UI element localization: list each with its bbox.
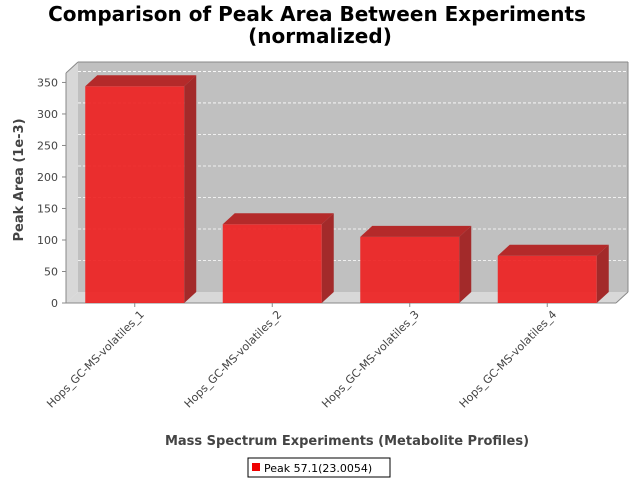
x-tick-label: Hops_GC-MS-volatiles_1 bbox=[44, 308, 147, 411]
x-tick-label: Hops_GC-MS-volatiles_2 bbox=[182, 308, 285, 411]
bar-side bbox=[596, 244, 609, 303]
bar-front bbox=[360, 236, 460, 303]
y-tick-label: 150 bbox=[37, 202, 58, 215]
bar-side bbox=[459, 225, 472, 303]
x-axis-label: Mass Spectrum Experiments (Metabolite Pr… bbox=[165, 434, 529, 449]
y-tick-label: 0 bbox=[51, 297, 58, 310]
y-tick-label: 100 bbox=[37, 234, 58, 247]
plot-floor bbox=[66, 292, 628, 303]
bar-top bbox=[85, 75, 197, 87]
y-tick-label: 350 bbox=[37, 76, 58, 89]
bar-front bbox=[222, 224, 322, 303]
bar-top bbox=[360, 225, 472, 237]
x-tick-label: Hops_GC-MS-volatiles_3 bbox=[319, 308, 422, 411]
bar bbox=[360, 225, 472, 303]
x-tick-label: Hops_GC-MS-volatiles_4 bbox=[457, 308, 560, 411]
bar-top bbox=[497, 244, 609, 256]
legend-entry-label: Peak 57.1(23.0054) bbox=[264, 462, 372, 475]
bar bbox=[222, 213, 334, 303]
y-tick-label: 250 bbox=[37, 139, 58, 152]
legend-swatch bbox=[252, 463, 260, 471]
bar-side bbox=[184, 75, 197, 303]
y-axis-label: Peak Area (1e-3) bbox=[12, 118, 27, 241]
legend-box bbox=[247, 457, 391, 478]
plot-left-wall bbox=[66, 62, 78, 303]
bar-top bbox=[222, 213, 334, 225]
plot-back-wall bbox=[78, 62, 628, 292]
bar bbox=[85, 75, 197, 303]
y-tick-label: 300 bbox=[37, 108, 58, 121]
y-axis: 0 50 100 150 200 250 300 350 bbox=[37, 73, 67, 310]
bar-front bbox=[85, 86, 185, 303]
bar-side bbox=[321, 213, 334, 303]
bar bbox=[497, 244, 609, 303]
y-tick-label: 50 bbox=[44, 265, 58, 278]
chart-subtitle: (normalized) bbox=[248, 24, 392, 48]
legend: Peak 57.1(23.0054) bbox=[247, 457, 391, 478]
y-tick-label: 200 bbox=[37, 171, 58, 184]
bars bbox=[85, 75, 609, 303]
chart-title: Comparison of Peak Area Between Experime… bbox=[48, 2, 586, 26]
bar-front bbox=[497, 255, 597, 303]
x-axis-tick-labels: Hops_GC-MS-volatiles_1 Hops_GC-MS-volatil… bbox=[44, 303, 559, 410]
